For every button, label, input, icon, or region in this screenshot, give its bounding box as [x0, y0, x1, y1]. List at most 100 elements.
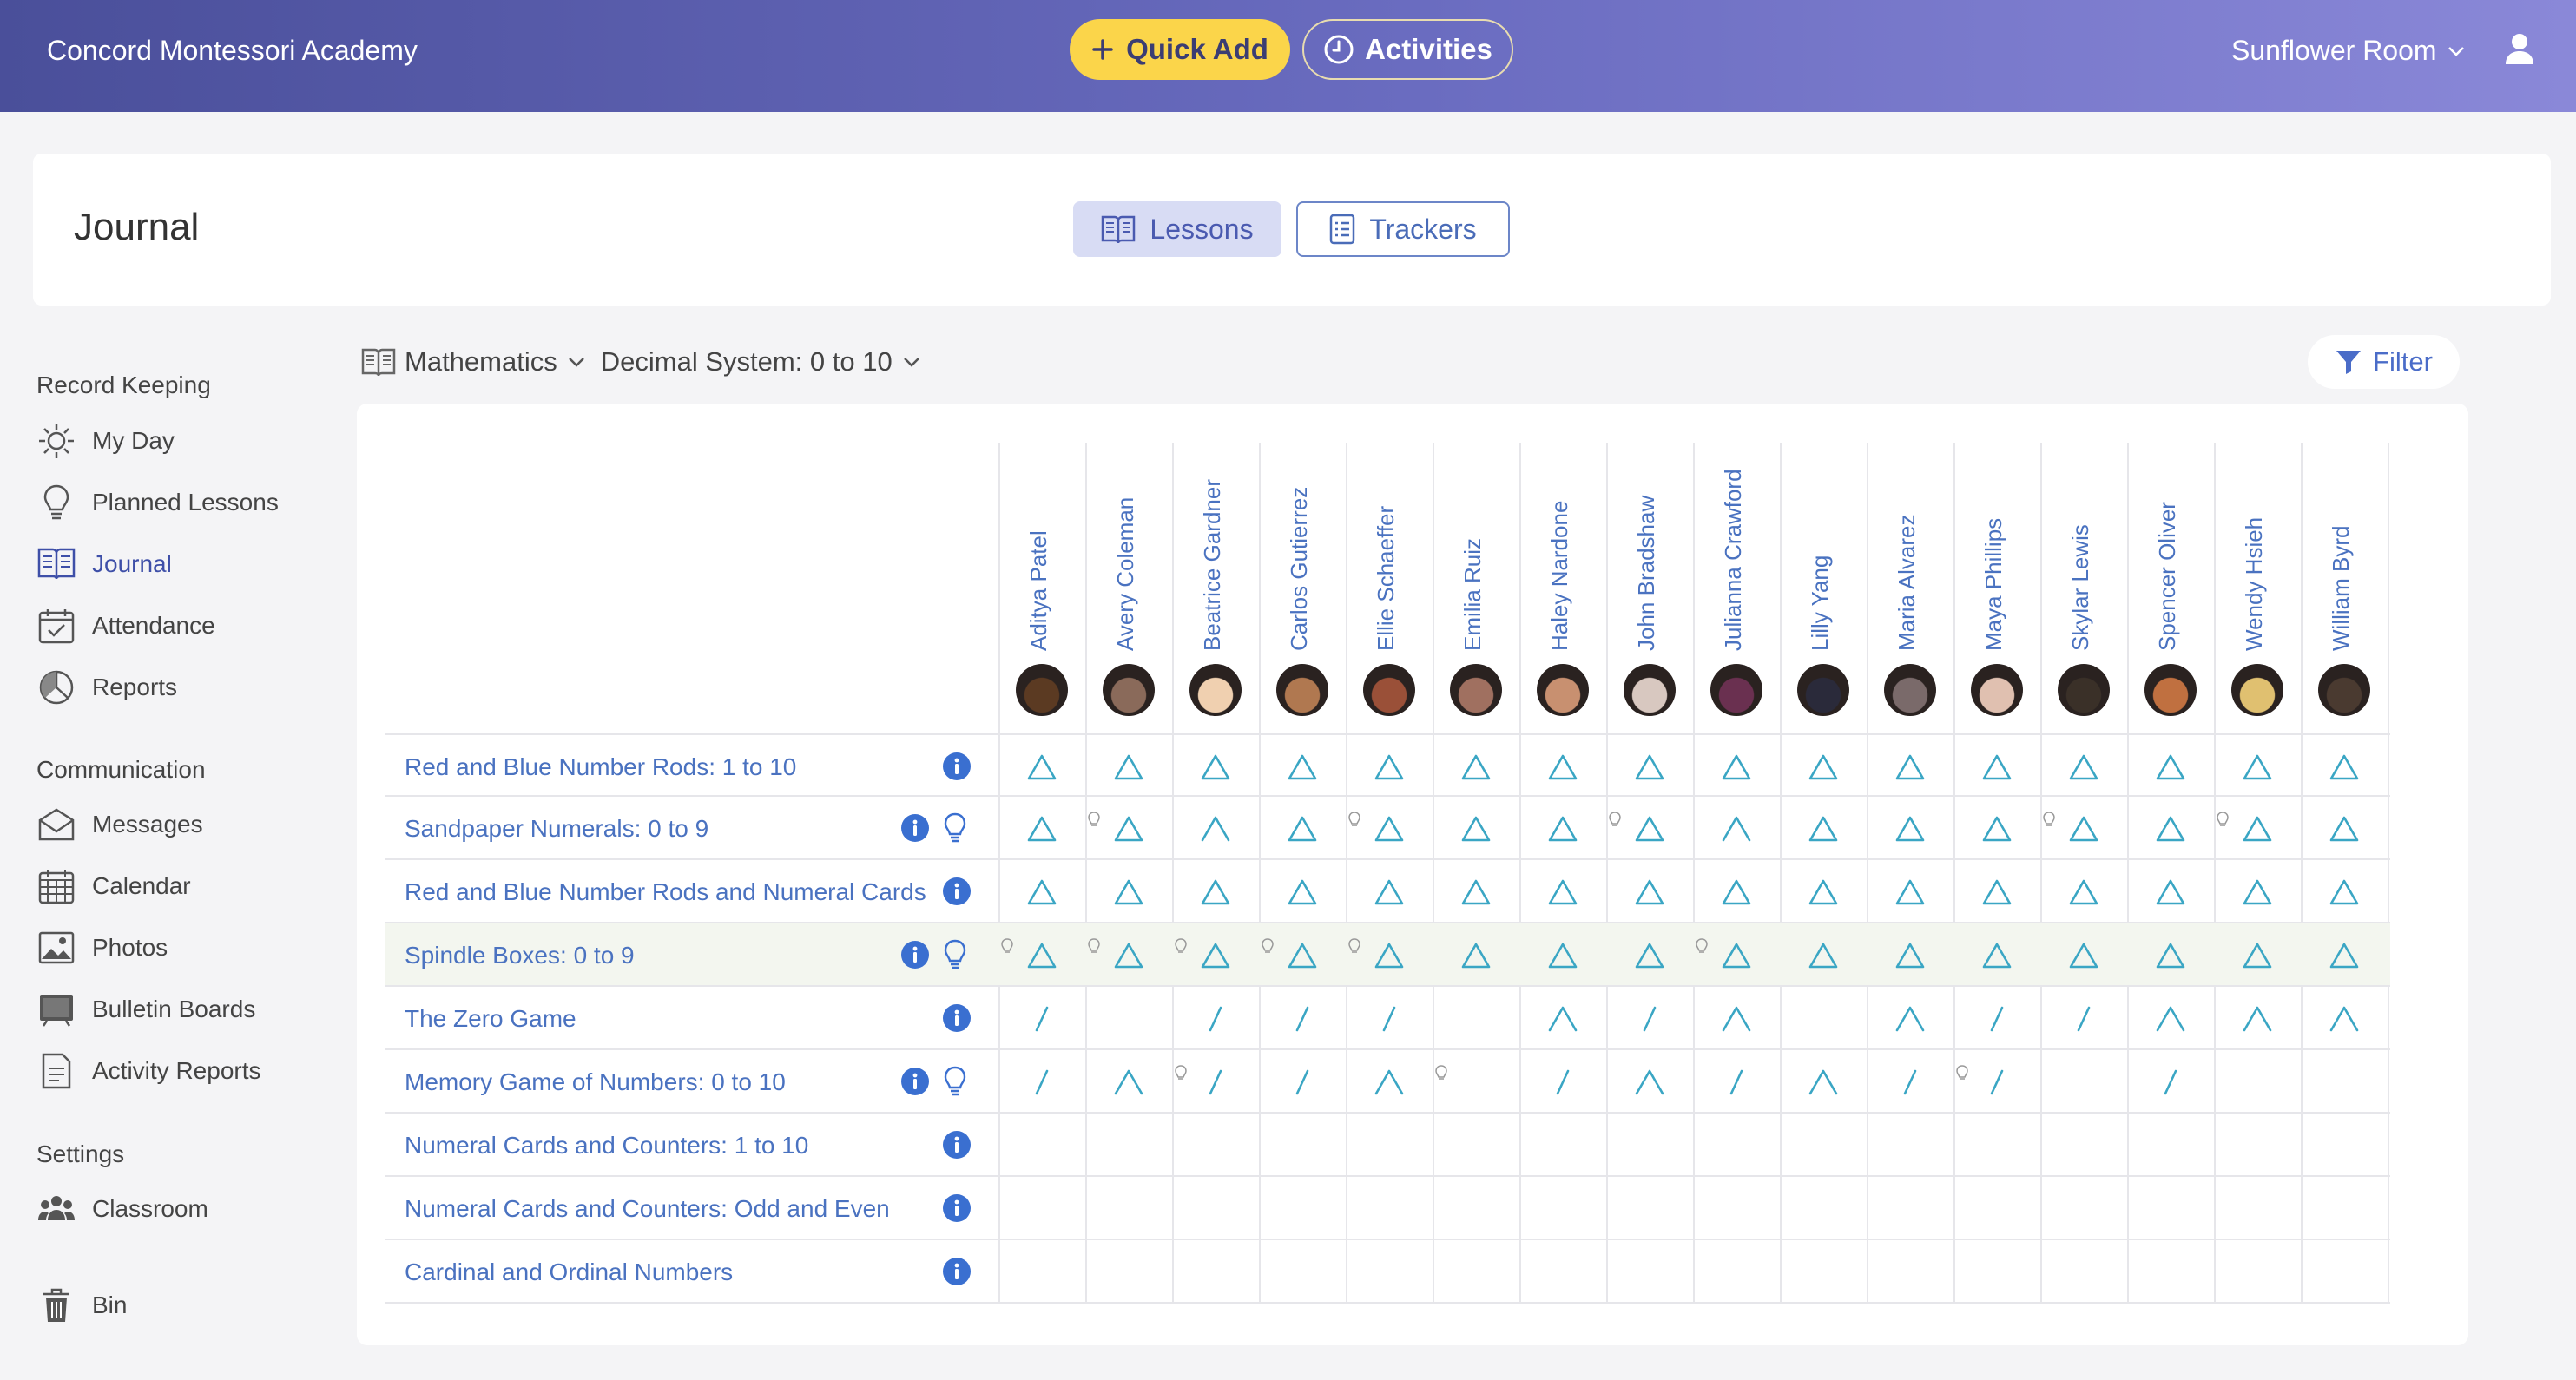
progress-cell[interactable] — [2301, 860, 2388, 923]
progress-cell[interactable] — [1953, 1114, 2040, 1177]
lesson-name[interactable]: Sandpaper Numerals: 0 to 9 — [405, 814, 709, 842]
student-name-header[interactable]: Beatrice Gardner — [1172, 443, 1259, 651]
progress-cell[interactable] — [998, 735, 1085, 798]
lesson-name[interactable]: Numeral Cards and Counters: Odd and Even — [405, 1194, 890, 1222]
progress-cell[interactable] — [1953, 987, 2040, 1050]
student-avatar[interactable] — [1537, 664, 1589, 716]
progress-cell[interactable] — [1085, 860, 1172, 923]
progress-cell[interactable] — [1780, 1177, 1867, 1240]
progress-cell[interactable] — [1780, 797, 1867, 860]
progress-cell[interactable] — [1780, 1240, 1867, 1304]
progress-cell[interactable] — [1259, 923, 1346, 987]
lightbulb-icon[interactable] — [943, 939, 967, 970]
progress-cell[interactable] — [1433, 735, 1519, 798]
student-avatar[interactable] — [1971, 664, 2023, 716]
progress-cell[interactable] — [1346, 1050, 1433, 1114]
progress-cell[interactable] — [1085, 735, 1172, 798]
tab-trackers[interactable]: Trackers — [1296, 201, 1510, 257]
progress-cell[interactable] — [1259, 987, 1346, 1050]
progress-cell[interactable] — [1606, 923, 1693, 987]
progress-cell[interactable] — [1519, 735, 1606, 798]
progress-cell[interactable] — [1085, 797, 1172, 860]
progress-cell[interactable] — [1693, 860, 1780, 923]
student-avatar[interactable] — [2058, 664, 2110, 716]
progress-cell[interactable] — [1433, 987, 1519, 1050]
progress-cell[interactable] — [2301, 1177, 2388, 1240]
sidebar-item-bulletin-boards[interactable]: Bulletin Boards — [36, 988, 255, 1031]
lesson-name[interactable]: Red and Blue Number Rods: 1 to 10 — [405, 752, 797, 780]
progress-cell[interactable] — [2040, 923, 2127, 987]
student-name-header[interactable]: Maya Phillips — [1953, 443, 2040, 651]
progress-cell[interactable] — [1085, 923, 1172, 987]
progress-cell[interactable] — [1953, 923, 2040, 987]
lesson-name[interactable]: Cardinal and Ordinal Numbers — [405, 1258, 734, 1285]
lesson-row[interactable]: Spindle Boxes: 0 to 9 — [385, 923, 2390, 987]
student-name-header[interactable]: Lilly Yang — [1780, 443, 1867, 651]
progress-cell[interactable] — [1085, 987, 1172, 1050]
progress-cell[interactable] — [1867, 1240, 1953, 1304]
student-name-header[interactable]: William Byrd — [2301, 443, 2388, 651]
progress-cell[interactable] — [1259, 1177, 1346, 1240]
student-avatar[interactable] — [1710, 664, 1762, 716]
sidebar-item-bin[interactable]: Bin — [36, 1284, 127, 1327]
progress-cell[interactable] — [2301, 1240, 2388, 1304]
progress-cell[interactable] — [1259, 735, 1346, 798]
progress-cell[interactable] — [998, 923, 1085, 987]
student-avatar[interactable] — [1450, 664, 1502, 716]
progress-cell[interactable] — [1172, 987, 1259, 1050]
student-avatar[interactable] — [1363, 664, 1415, 716]
student-name-header[interactable]: John Bradshaw — [1606, 443, 1693, 651]
progress-cell[interactable] — [1867, 860, 1953, 923]
school-name[interactable]: Concord Montessori Academy — [47, 35, 418, 66]
progress-cell[interactable] — [1346, 987, 1433, 1050]
progress-cell[interactable] — [1172, 923, 1259, 987]
student-avatar[interactable] — [2318, 664, 2370, 716]
progress-cell[interactable] — [2040, 987, 2127, 1050]
progress-cell[interactable] — [2214, 923, 2301, 987]
sidebar-item-attendance[interactable]: Attendance — [36, 604, 215, 647]
progress-cell[interactable] — [1519, 1240, 1606, 1304]
sidebar-item-activity-reports[interactable]: Activity Reports — [36, 1049, 261, 1093]
progress-cell[interactable] — [1433, 797, 1519, 860]
sidebar-item-my-day[interactable]: My Day — [36, 419, 175, 463]
progress-cell[interactable] — [1606, 987, 1693, 1050]
progress-cell[interactable] — [1953, 797, 2040, 860]
lesson-row[interactable]: Red and Blue Number Rods: 1 to 10 — [385, 733, 2390, 797]
lesson-name[interactable]: Memory Game of Numbers: 0 to 10 — [405, 1068, 786, 1095]
progress-cell[interactable] — [1519, 987, 1606, 1050]
progress-cell[interactable] — [2301, 1050, 2388, 1114]
progress-cell[interactable] — [1259, 1050, 1346, 1114]
progress-cell[interactable] — [2127, 860, 2214, 923]
progress-cell[interactable] — [1519, 923, 1606, 987]
progress-cell[interactable] — [1693, 1177, 1780, 1240]
progress-cell[interactable] — [1172, 1114, 1259, 1177]
progress-cell[interactable] — [1606, 1240, 1693, 1304]
lesson-row[interactable]: Red and Blue Number Rods and Numeral Car… — [385, 860, 2390, 923]
progress-cell[interactable] — [1780, 1050, 1867, 1114]
progress-cell[interactable] — [1346, 1240, 1433, 1304]
sidebar-item-classroom[interactable]: Classroom — [36, 1187, 208, 1231]
info-icon[interactable] — [900, 813, 930, 843]
progress-cell[interactable] — [2214, 987, 2301, 1050]
progress-cell[interactable] — [1433, 1050, 1519, 1114]
progress-cell[interactable] — [2301, 735, 2388, 798]
activities-button[interactable]: Activities — [1302, 19, 1513, 80]
progress-cell[interactable] — [1085, 1177, 1172, 1240]
progress-cell[interactable] — [2127, 923, 2214, 987]
progress-cell[interactable] — [1953, 1050, 2040, 1114]
progress-cell[interactable] — [1172, 1240, 1259, 1304]
student-name-header[interactable]: Ellie Schaeffer — [1346, 443, 1433, 651]
student-avatar[interactable] — [2144, 664, 2197, 716]
progress-cell[interactable] — [1780, 923, 1867, 987]
lesson-name[interactable]: Spindle Boxes: 0 to 9 — [405, 941, 635, 969]
progress-cell[interactable] — [1693, 1050, 1780, 1114]
progress-cell[interactable] — [998, 1240, 1085, 1304]
progress-cell[interactable] — [2040, 1177, 2127, 1240]
progress-cell[interactable] — [1259, 1114, 1346, 1177]
progress-cell[interactable] — [1519, 1177, 1606, 1240]
progress-cell[interactable] — [1780, 735, 1867, 798]
progress-cell[interactable] — [2040, 1050, 2127, 1114]
student-avatar[interactable] — [2231, 664, 2283, 716]
progress-cell[interactable] — [1172, 797, 1259, 860]
lesson-name[interactable]: Numeral Cards and Counters: 1 to 10 — [405, 1131, 809, 1159]
